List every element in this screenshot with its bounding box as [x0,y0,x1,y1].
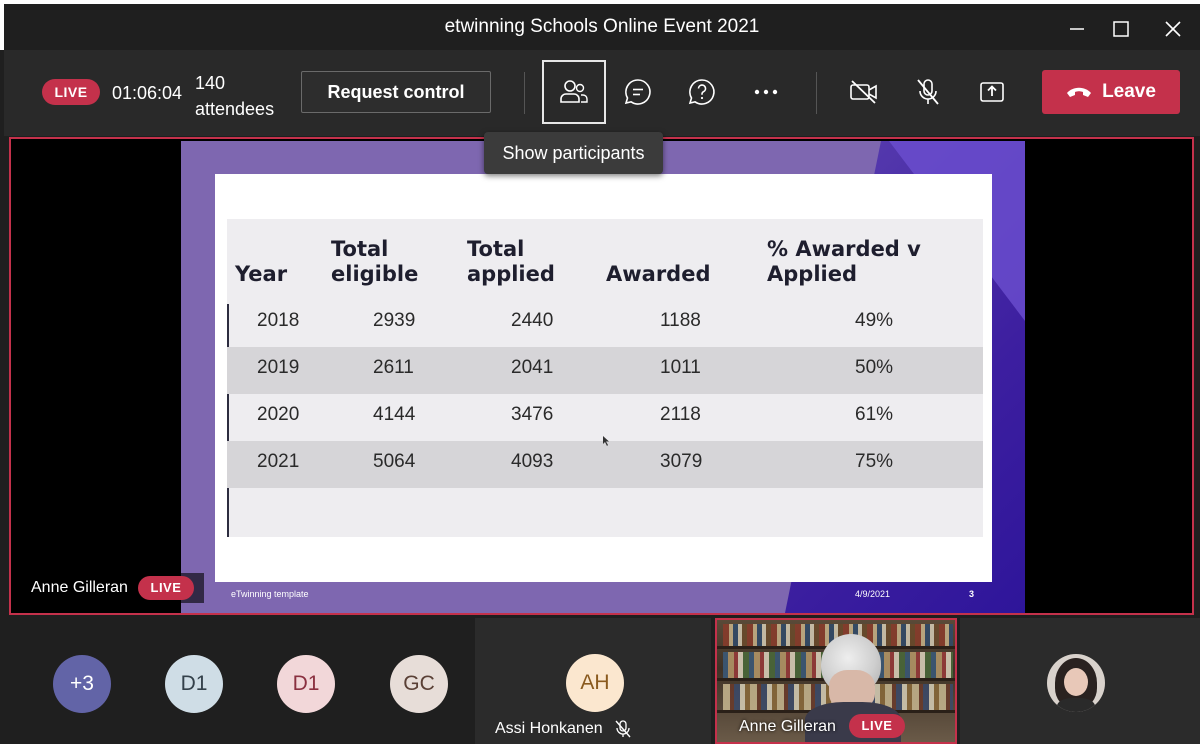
attendee-count: 140 attendees [195,70,285,122]
header-line: Total [467,237,525,261]
leave-label: Leave [1102,81,1156,102]
participants-tooltip: Show participants [484,132,663,174]
cell-year: 2019 [257,357,300,378]
mouse-cursor-icon [603,436,609,446]
header-line: Total [331,237,389,261]
participant-tile-anne-video[interactable]: Anne Gilleran LIVE [715,618,957,744]
attendee-number: 140 [195,73,226,93]
meeting-toolbar: LIVE 01:06:04 140 attendees Request cont… [4,50,1200,136]
slide-footer-date: 4/9/2021 [855,589,891,599]
participant-avatar: AH [566,654,624,712]
participant-strip: +3 D1 D1 GC AH Assi Honkanen Anne Giller… [0,618,1200,744]
participant-avatar[interactable]: D1 [165,655,223,713]
camera-toggle-button[interactable] [839,68,889,116]
cell-pct: 49% [855,310,894,331]
cell-pct: 61% [855,404,894,425]
slide-content-card: Year Total eligible Total applied Awarde… [215,174,992,582]
window-title: etwinning Schools Online Event 2021 [444,16,760,37]
presenter-live-badge: LIVE [137,576,194,600]
request-control-button[interactable]: Request control [301,71,491,113]
title-bar: etwinning Schools Online Event 2021 [0,0,1200,50]
live-badge: LIVE [42,79,100,105]
participant-tile-photo[interactable] [960,618,1200,744]
more-options-button[interactable] [741,68,791,116]
cell-awarded: 3079 [660,451,703,472]
more-participants-avatar[interactable]: +3 [53,655,111,713]
header-line: eligible [331,262,419,286]
mic-muted-icon [615,720,631,738]
header-line: applied [467,262,555,286]
cell-applied: 2041 [511,357,554,378]
header-year: Year [235,262,288,286]
participant-tile-assi[interactable]: AH Assi Honkanen [475,618,711,744]
camera-off-icon [850,80,877,104]
video-background [723,624,953,646]
close-icon[interactable] [1158,14,1188,44]
more-icon [754,89,778,95]
presenter-label: Anne Gilleran LIVE [21,573,204,603]
participant-photo-avatar [1047,654,1105,712]
header-total-applied: Total applied [467,237,555,287]
participant-live-badge: LIVE [849,714,905,738]
presenter-name: Anne Gilleran [31,579,128,596]
cell-awarded: 1011 [660,357,701,378]
cell-eligible: 2611 [373,357,414,378]
slide-footer-template: eTwinning template [231,589,309,599]
cell-applied: 4093 [511,451,554,472]
cell-pct: 75% [855,451,894,472]
table-row: 2019 2611 2041 1011 50% [227,347,983,394]
participant-avatar[interactable]: GC [390,655,448,713]
minimize-icon[interactable] [1062,14,1092,44]
cell-applied: 2440 [511,310,554,331]
shared-content-stage: Year Total eligible Total applied Awarde… [9,137,1194,615]
cell-applied: 3476 [511,404,554,425]
participant-avatar[interactable]: D1 [277,655,335,713]
mic-off-icon [917,79,939,105]
attendee-label: attendees [195,99,275,119]
header-awarded: Awarded [606,262,711,286]
phone-hangup-icon [1067,87,1092,97]
cell-eligible: 5064 [373,451,416,472]
chat-icon [624,79,651,105]
awards-table: Year Total eligible Total applied Awarde… [227,219,983,537]
presentation-slide: Year Total eligible Total applied Awarde… [181,141,1025,613]
qna-icon [688,79,715,105]
elapsed-time: 01:06:04 [112,83,183,103]
participant-photo-avatar-face [1064,668,1088,696]
cell-awarded: 1188 [660,310,701,331]
participants-icon [560,80,588,103]
cell-pct: 50% [855,357,894,378]
share-icon [980,82,1004,102]
table-row: 2020 4144 3476 2118 61% [227,394,983,441]
header-line: Applied [767,262,857,286]
slide-page-number: 3 [969,589,975,599]
cell-year: 2021 [257,451,300,472]
cell-awarded: 2118 [660,404,701,425]
cell-year: 2018 [257,310,300,331]
mic-toggle-button[interactable] [903,68,953,116]
header-line: % Awarded v [767,237,921,261]
maximize-icon[interactable] [1106,14,1136,44]
table-row: 2021 5064 4093 3079 75% [227,441,983,488]
leave-button[interactable]: Leave [1042,70,1180,114]
toolbar-divider [816,72,817,114]
chat-button[interactable] [613,68,663,116]
participant-photo-avatar-body [1057,698,1095,712]
toolbar-divider [524,72,525,114]
qna-button[interactable] [677,68,727,116]
cell-eligible: 4144 [373,404,416,425]
cell-year: 2020 [257,404,300,425]
cell-eligible: 2939 [373,310,416,331]
table-row: 2018 2939 2440 1188 49% [227,300,983,347]
show-participants-button[interactable] [542,60,606,124]
share-screen-button[interactable] [967,68,1017,116]
header-pct-awarded: % Awarded v Applied [767,237,921,287]
participant-name: Anne Gilleran [739,718,836,735]
participant-name: Assi Honkanen [495,720,603,737]
table-vertical-rule [227,304,229,537]
header-total-eligible: Total eligible [331,237,418,287]
